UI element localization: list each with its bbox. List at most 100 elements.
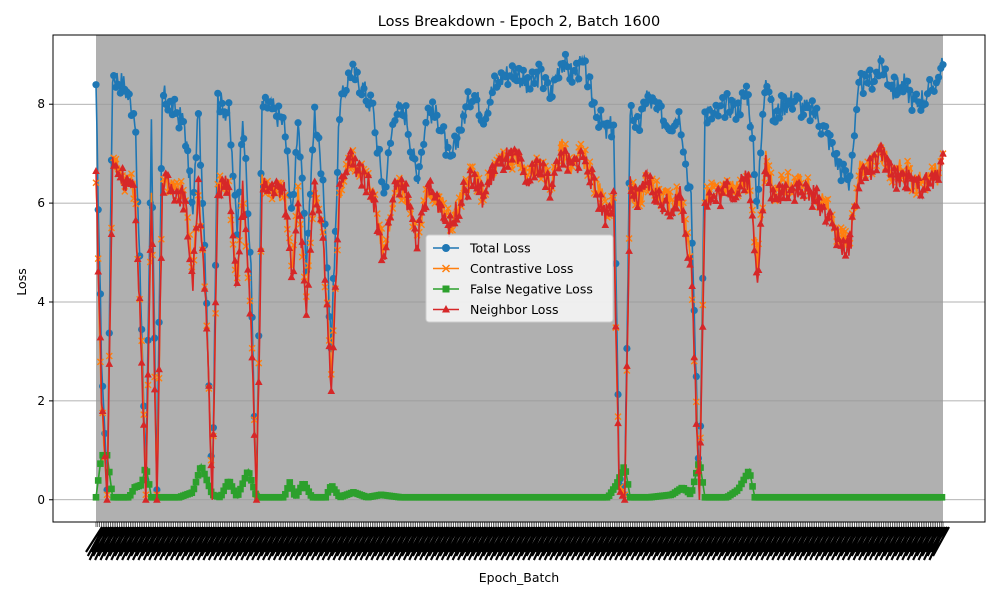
data-point [696,438,705,446]
data-point [810,197,819,205]
data-point [821,217,830,225]
data-point [866,154,874,162]
data-point [466,166,475,174]
data-point [736,182,745,190]
data-point [103,451,111,459]
data-point [92,167,100,175]
data-point [437,201,446,209]
data-point [555,164,563,172]
data-point [484,178,492,186]
data-point [548,179,556,187]
data-point [490,166,499,174]
data-point [804,174,812,182]
data-point [590,99,598,107]
data-point [139,476,147,484]
data-point [683,253,692,261]
data-point [577,140,585,148]
data-point [242,225,250,233]
data-point [914,173,923,181]
data-point [94,267,103,275]
data-point [708,179,716,187]
data-point [473,96,481,104]
data-point [763,169,771,177]
data-point [822,122,830,131]
data-point [279,113,287,122]
data-point [382,243,390,251]
data-point [148,239,157,247]
data-point [355,159,364,167]
data-point [543,168,552,176]
legend-entry: False Negative Loss [433,282,593,297]
data-point [101,452,109,460]
y-tick-label: 6 [37,196,45,210]
data-point [371,129,379,137]
data-point [369,99,377,107]
data-point [428,98,437,106]
data-point [294,119,302,127]
legend-entry: Neighbor Loss [433,302,558,317]
data-point [344,153,353,161]
data-point [718,188,727,196]
data-point [495,154,503,162]
data-point [692,419,701,427]
data-point [750,246,759,254]
data-point [450,219,459,227]
data-point [225,99,233,107]
data-point [917,191,925,199]
data-point [857,177,865,185]
data-point [870,77,878,86]
data-point [375,145,384,154]
data-point [138,337,146,345]
data-point [294,182,302,190]
data-point [846,230,854,238]
data-point [347,166,355,174]
data-point [457,126,465,134]
plot-border [52,34,986,523]
data-point [742,174,751,182]
data-point [433,111,441,119]
data-point [246,309,254,317]
data-point [218,99,226,107]
legend-box [425,234,614,323]
legend-label: Contrastive Loss [470,261,573,276]
data-point [826,131,834,139]
data-point [139,420,148,428]
data-point [184,147,192,155]
data-point [842,227,850,235]
data-point [808,97,816,105]
data-point [406,148,415,156]
data-point [239,211,248,219]
data-point [145,481,153,488]
data-point [358,91,366,99]
data-point [631,183,640,191]
data-point [142,495,150,503]
data-point [504,80,512,89]
data-point [710,191,718,199]
data-point [303,484,311,492]
data-point [216,191,224,199]
data-point [620,464,627,471]
data-point [714,112,722,120]
data-point [846,172,854,180]
data-point [581,157,590,165]
legend-marker [442,305,450,313]
data-point [508,62,516,70]
data-point [297,484,304,492]
data-point [850,132,859,140]
data-point [388,195,397,203]
data-point [605,201,614,209]
data-point [192,154,200,162]
data-point [302,310,311,318]
data-point [765,179,773,187]
data-point [308,146,317,154]
data-point [832,241,841,249]
legend: Total Loss Contrastive Loss False Negative… [425,234,614,323]
data-point [317,170,325,178]
data-point [784,168,792,176]
data-point [688,281,696,289]
data-point [428,188,437,196]
data-point [614,419,622,427]
data-point [575,75,583,83]
data-point [530,79,539,88]
data-point [646,171,654,179]
